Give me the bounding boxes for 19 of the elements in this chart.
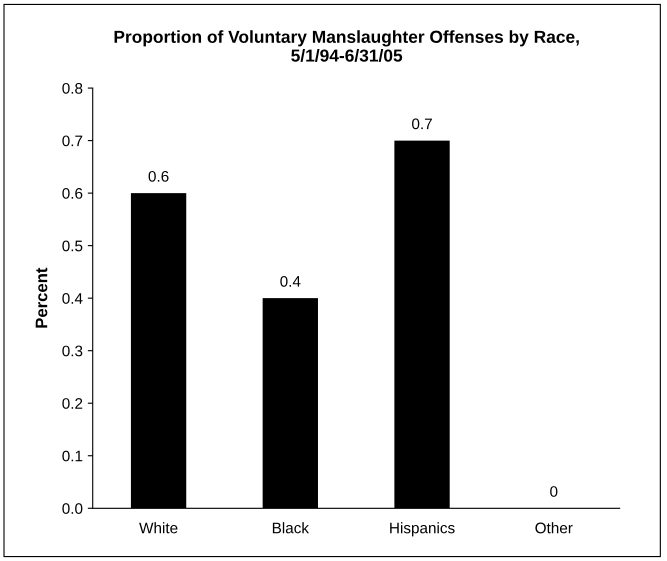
y-tick-label: 0.8 xyxy=(62,82,82,94)
y-tick-label: 0.1 xyxy=(62,450,82,462)
y-tick-label: 0.5 xyxy=(62,240,82,252)
y-tick-label: 0.4 xyxy=(62,293,83,304)
data-label: 0.6 xyxy=(148,170,169,182)
y-tick-label: 0.2 xyxy=(62,398,82,409)
data-label: 0.4 xyxy=(280,276,300,287)
data-label: 0 xyxy=(550,486,558,497)
chart-title: Proportion of Voluntary Manslaughter Offenses by Race, 5/1/94-6/31/05 xyxy=(114,30,579,62)
y-axis-title: Percent xyxy=(36,268,48,328)
y-tick-label: 0.6 xyxy=(62,188,82,199)
x-tick-label: White xyxy=(139,522,178,534)
x-tick-label: Other xyxy=(535,522,573,534)
x-tick-label: Black xyxy=(272,522,310,534)
x-tick-label: Hispanics xyxy=(390,522,455,536)
y-tick-label: 0.3 xyxy=(62,346,82,356)
data-label: 0.7 xyxy=(412,118,432,130)
y-tick-label: 0.0 xyxy=(62,503,82,514)
y-tick-label: 0.7 xyxy=(62,135,82,146)
